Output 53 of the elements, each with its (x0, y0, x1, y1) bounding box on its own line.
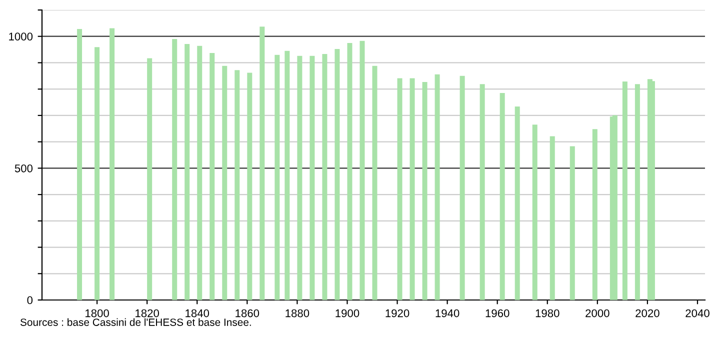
bar (360, 40, 365, 300)
bar (634, 84, 640, 300)
x-tick-label: 1860 (236, 309, 260, 318)
x-tick-label: 1920 (386, 309, 410, 318)
x-tick-label: 1980 (536, 309, 560, 318)
bar (184, 44, 190, 300)
bar (480, 84, 485, 300)
bar (77, 28, 82, 300)
x-tick-label: 2000 (586, 309, 610, 318)
x-tick-label: 1800 (86, 309, 109, 318)
bar (570, 146, 575, 300)
bar (500, 93, 505, 300)
bar (247, 72, 252, 300)
x-tick-label: 1900 (336, 309, 360, 318)
bar (434, 74, 440, 300)
bar (94, 47, 100, 300)
x-tick-label: 1840 (186, 309, 210, 318)
bar (397, 78, 402, 300)
bar (592, 129, 598, 300)
x-tick-label: 1820 (136, 309, 160, 318)
bar (222, 66, 228, 300)
bar (532, 124, 538, 300)
bar (334, 49, 340, 300)
bar (284, 50, 290, 300)
bar (322, 54, 328, 300)
bar (274, 54, 280, 300)
bar (612, 115, 618, 300)
bar (622, 81, 628, 300)
bar (514, 106, 520, 300)
bar (147, 58, 152, 300)
bar (260, 26, 265, 300)
x-tick-label: 1960 (486, 309, 510, 318)
x-tick-label: 1940 (436, 309, 460, 318)
y-tick-label: 500 (14, 164, 33, 172)
bar (422, 82, 428, 300)
bar (550, 136, 555, 300)
y-tick-label: 1000 (9, 32, 33, 40)
bar (110, 28, 115, 300)
y-tick-label: 0 (27, 296, 33, 304)
x-tick-label: 1880 (286, 309, 310, 318)
bar (197, 46, 202, 300)
source-note: Sources : base Cassini de l'EHESS et base Insee. (20, 318, 251, 326)
x-tick-label: 2020 (636, 309, 660, 318)
bar (460, 76, 465, 300)
bar (234, 70, 240, 300)
bar (297, 56, 302, 300)
bar (210, 52, 215, 300)
bar (172, 39, 178, 300)
bar (372, 66, 378, 300)
bar (410, 78, 415, 300)
bar (310, 56, 315, 300)
bar (347, 42, 352, 300)
x-tick-label: 2040 (686, 309, 710, 318)
